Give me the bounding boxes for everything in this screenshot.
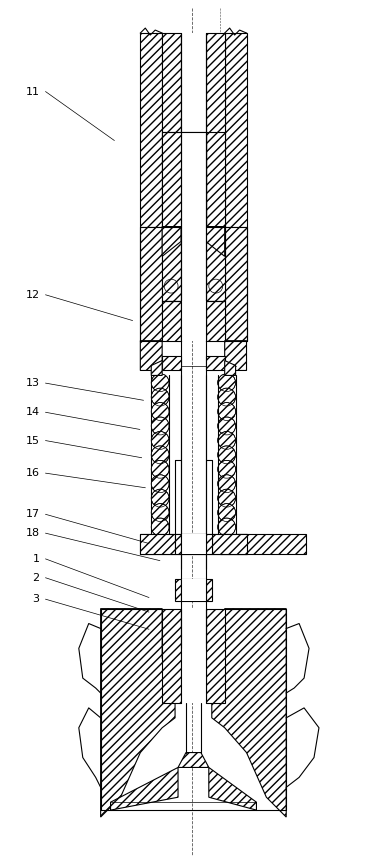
Text: 12: 12 <box>26 289 40 300</box>
Polygon shape <box>206 356 225 371</box>
Circle shape <box>218 489 236 507</box>
Polygon shape <box>209 767 257 810</box>
Text: 15: 15 <box>26 435 40 446</box>
Text: 13: 13 <box>26 378 40 388</box>
Text: 18: 18 <box>26 528 40 538</box>
Bar <box>181 579 206 600</box>
Bar <box>162 226 181 301</box>
Text: 16: 16 <box>26 468 40 478</box>
Polygon shape <box>162 226 181 257</box>
Bar <box>181 226 206 301</box>
Circle shape <box>218 474 236 492</box>
Circle shape <box>151 489 169 507</box>
Bar <box>181 301 206 340</box>
Circle shape <box>151 461 169 478</box>
Polygon shape <box>140 340 162 371</box>
Circle shape <box>218 504 236 522</box>
Polygon shape <box>225 360 236 376</box>
Polygon shape <box>206 226 225 257</box>
Text: 3: 3 <box>33 594 40 604</box>
Bar <box>181 132 206 226</box>
Bar <box>162 608 181 703</box>
Circle shape <box>218 403 236 421</box>
Text: 11: 11 <box>26 86 40 97</box>
Circle shape <box>218 417 236 435</box>
Text: 14: 14 <box>26 407 40 417</box>
Text: 1: 1 <box>33 554 40 564</box>
Bar <box>140 33 162 226</box>
Bar <box>181 33 206 226</box>
Circle shape <box>218 388 236 406</box>
Text: 2: 2 <box>33 573 40 583</box>
Bar <box>225 33 247 226</box>
Circle shape <box>151 431 169 449</box>
Bar <box>206 33 225 226</box>
Bar <box>206 608 225 703</box>
Circle shape <box>218 374 236 391</box>
Polygon shape <box>178 753 209 767</box>
Circle shape <box>218 446 236 464</box>
Bar <box>140 534 247 554</box>
Circle shape <box>151 504 169 522</box>
Polygon shape <box>162 356 181 371</box>
Circle shape <box>151 474 169 492</box>
Circle shape <box>151 374 169 391</box>
Circle shape <box>218 431 236 449</box>
Text: 17: 17 <box>26 509 40 519</box>
Bar <box>162 33 181 226</box>
Circle shape <box>151 388 169 406</box>
Circle shape <box>151 417 169 435</box>
Polygon shape <box>212 534 247 554</box>
Bar <box>225 226 247 340</box>
Bar <box>206 301 225 340</box>
Bar <box>175 579 212 600</box>
Circle shape <box>151 446 169 464</box>
Polygon shape <box>175 534 212 554</box>
Polygon shape <box>225 340 247 371</box>
Polygon shape <box>110 767 178 810</box>
Polygon shape <box>151 360 162 376</box>
Polygon shape <box>140 534 175 554</box>
Bar <box>220 534 306 554</box>
Bar <box>162 132 206 226</box>
Bar <box>206 226 225 301</box>
Circle shape <box>218 518 236 536</box>
Polygon shape <box>101 608 175 817</box>
Bar <box>140 226 162 340</box>
Bar <box>181 608 206 703</box>
Bar <box>181 534 206 554</box>
Circle shape <box>218 461 236 478</box>
Circle shape <box>151 518 169 536</box>
Polygon shape <box>212 608 286 817</box>
Circle shape <box>151 403 169 421</box>
Bar <box>162 301 181 340</box>
